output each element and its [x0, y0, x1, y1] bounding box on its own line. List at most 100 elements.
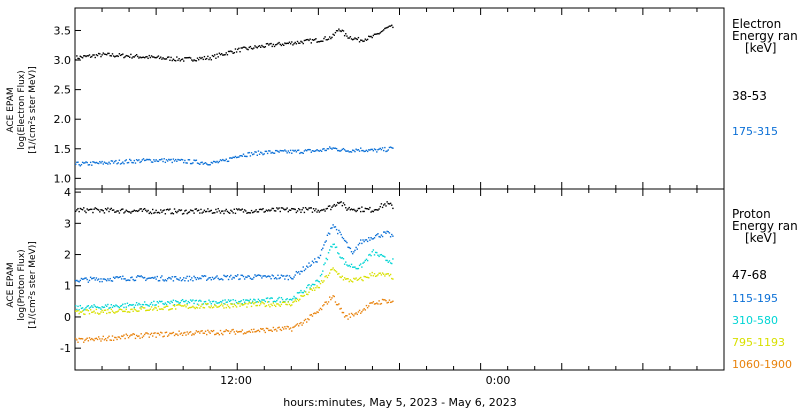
proton-data-point [373, 209, 376, 211]
electron-data-point [210, 59, 213, 61]
electron-data-point [224, 53, 226, 56]
electron-data-point [207, 164, 209, 166]
proton-data-point [188, 306, 191, 309]
proton-data-point [141, 210, 144, 212]
electron-data-point [161, 158, 163, 160]
proton-data-point [291, 330, 293, 332]
electron-data-point [145, 159, 147, 161]
proton-data-point [371, 271, 373, 274]
proton-data-point [119, 209, 122, 212]
proton-data-point [334, 226, 337, 228]
proton-data-point [148, 309, 150, 311]
proton-data-point [165, 280, 168, 282]
proton-data-point [199, 332, 201, 334]
electron-data-point [141, 56, 144, 59]
proton-data-point [373, 254, 376, 256]
electron-data-point [117, 162, 119, 164]
proton-data-point [193, 212, 195, 214]
proton-data-point [280, 207, 283, 209]
proton-data-point [125, 279, 127, 282]
proton-data-point [235, 330, 238, 332]
proton-data-point [287, 278, 290, 281]
electron-data-point [292, 44, 294, 46]
proton-data-point [202, 303, 204, 305]
electron-data-point [214, 54, 216, 56]
electron-data-point [218, 52, 221, 54]
proton-data-point [264, 275, 267, 277]
proton-data-point [306, 286, 308, 289]
proton-data-point [126, 279, 129, 281]
electron-data-point [137, 55, 139, 58]
proton-data-point [339, 308, 341, 310]
proton-data-point [371, 210, 373, 212]
electron-data-point [325, 149, 327, 152]
electron-data-point [120, 54, 123, 56]
electron-data-point [293, 150, 295, 152]
proton-data-point [250, 209, 253, 212]
proton-data-point [296, 272, 299, 274]
proton-data-point [125, 306, 127, 308]
proton-data-point [309, 288, 311, 290]
proton-data-point [80, 307, 83, 310]
proton-data-point [149, 277, 152, 279]
electron-data-point [108, 161, 110, 164]
proton-data-point [76, 209, 78, 211]
proton-data-point [251, 300, 254, 302]
proton-data-point [100, 278, 102, 280]
proton-data-point [316, 211, 318, 213]
proton-data-point [101, 280, 103, 283]
proton-data-point [264, 300, 267, 303]
proton-data-point [208, 277, 210, 279]
proton-data-point [353, 251, 355, 253]
proton-data-point [115, 304, 117, 306]
proton-data-point [83, 341, 85, 343]
electron-data-point [188, 159, 191, 161]
proton-data-point [349, 316, 352, 318]
proton-data-point [212, 306, 215, 308]
proton-data-point [174, 210, 177, 213]
proton-data-point [127, 211, 130, 213]
electron-data-point [127, 161, 130, 164]
proton-data-point [130, 304, 132, 306]
proton-data-point [173, 304, 176, 306]
proton-data-point [257, 301, 260, 303]
electron-data-point [288, 41, 291, 43]
proton-data-point [176, 304, 178, 306]
proton-data-point [279, 301, 281, 303]
proton-data-point [164, 331, 167, 334]
electron-data-point [225, 158, 227, 160]
electron-data-point [365, 39, 368, 41]
proton-data-point [116, 305, 118, 307]
proton-data-point [357, 244, 360, 246]
electron-data-point [156, 56, 158, 58]
proton-data-point [234, 212, 237, 215]
electron-data-point [307, 38, 309, 41]
proton-data-point [295, 270, 298, 273]
electron-data-point [335, 147, 338, 150]
electron-data-point [276, 43, 278, 46]
proton-data-point [308, 291, 310, 293]
proton-data-point [355, 312, 357, 314]
proton-data-point [376, 302, 378, 304]
proton-data-point [312, 283, 315, 286]
proton-data-point [238, 278, 240, 281]
proton-data-point [162, 209, 164, 212]
electron-data-point [183, 161, 185, 164]
proton-data-point [319, 307, 322, 310]
electron-data-point [178, 58, 180, 60]
electron-data-point [210, 161, 213, 164]
proton-data-point [195, 299, 198, 302]
proton-data-point [386, 201, 388, 203]
proton-data-point [165, 303, 168, 306]
proton-data-point [347, 246, 349, 248]
electron-data-point [214, 160, 216, 163]
electron-data-point [193, 159, 195, 161]
proton-data-point [79, 207, 81, 210]
proton-data-point [163, 303, 165, 306]
electron-data-point [323, 37, 325, 40]
proton-data-point [327, 252, 330, 254]
electron-data-point [262, 45, 264, 48]
proton-data-point [304, 318, 307, 321]
proton-data-point [180, 209, 183, 211]
electron-ylabel-line1: ACE EPAM [6, 87, 16, 132]
